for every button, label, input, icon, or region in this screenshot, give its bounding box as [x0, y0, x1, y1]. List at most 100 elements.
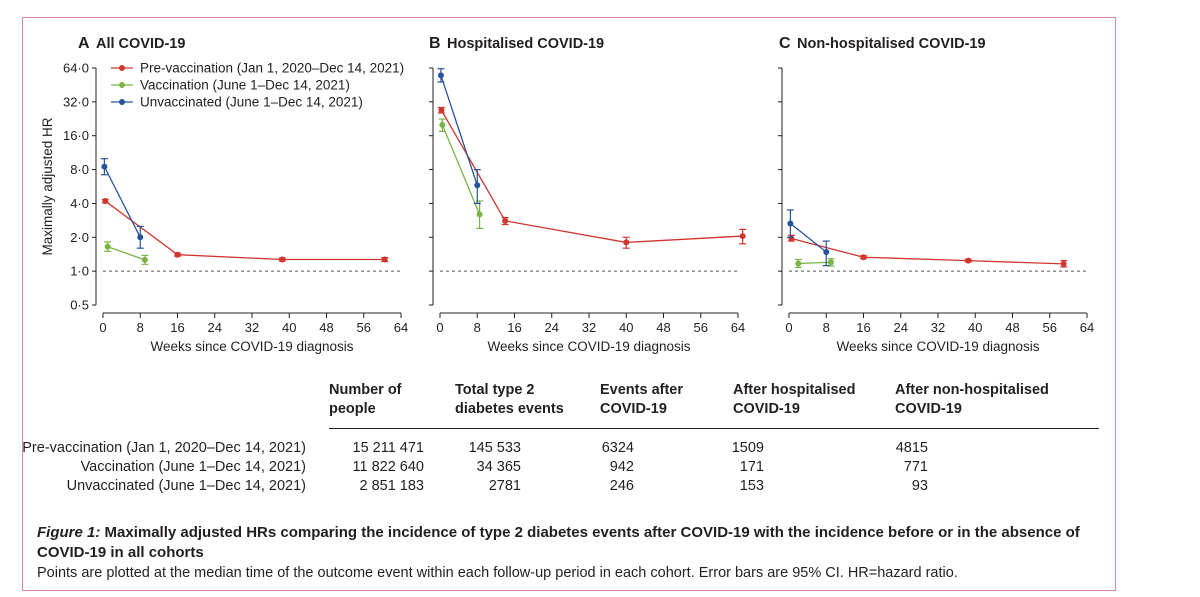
- x-tick-label: 16: [856, 320, 870, 335]
- header-after-hospitalised: After hospitalised COVID-19: [733, 382, 856, 417]
- series-line-pre-vaccination: [104, 200, 385, 261]
- series-line-unvaccinated: [440, 75, 478, 186]
- y-tick-label: 8·0: [70, 162, 89, 177]
- series-line-pre-vaccination: [791, 237, 1064, 265]
- data-point: [827, 259, 834, 266]
- x-tick-label: 48: [319, 320, 333, 335]
- x-tick-label: 56: [1043, 320, 1057, 335]
- data-point: [439, 121, 446, 128]
- panel-A-title: All COVID-19: [96, 36, 185, 52]
- x-tick-label: 64: [394, 320, 408, 335]
- panel-B-title: Hospitalised COVID-19: [447, 36, 604, 52]
- panel-C-title: Non-hospitalised COVID-19: [797, 36, 986, 52]
- y-tick-label: 1·0: [70, 264, 89, 279]
- table-cell: 942: [609, 459, 634, 475]
- data-point: [104, 243, 111, 250]
- data-point: [788, 235, 795, 242]
- x-tick-label: 0: [436, 320, 443, 335]
- x-tick-label: 40: [619, 320, 633, 335]
- data-point: [739, 233, 746, 240]
- figure-frame: [22, 17, 1116, 591]
- y-tick-label: 4·0: [70, 196, 89, 211]
- x-tick-label: 64: [1080, 320, 1094, 335]
- table-cell: 2781: [488, 478, 521, 494]
- data-point: [141, 256, 148, 263]
- data-point: [474, 182, 481, 189]
- panel-C-letter: C: [779, 35, 791, 52]
- x-tick-label: 24: [545, 320, 559, 335]
- series-line-vaccination: [798, 261, 831, 265]
- table-row-label: Pre-vaccination (Jan 1, 2020–Dec 14, 202…: [22, 440, 306, 456]
- table-rule: [329, 428, 1099, 429]
- series-line-vaccination: [441, 124, 481, 215]
- table-cell: 15 211 471: [352, 440, 425, 456]
- y-tick-label: 2·0: [70, 230, 89, 245]
- y-axis-label: Maximally adjusted HR: [40, 117, 55, 255]
- data-point: [502, 217, 509, 224]
- series-line-unvaccinated: [789, 223, 827, 253]
- x-tick-label: 56: [694, 320, 708, 335]
- y-tick-label: 64·0: [63, 61, 89, 76]
- data-point: [795, 260, 802, 267]
- data-point: [279, 256, 286, 263]
- legend-label: Pre-vaccination (Jan 1, 2020–Dec 14, 202…: [140, 61, 404, 76]
- legend-label: Unvaccinated (June 1–Dec 14, 2021): [140, 95, 363, 110]
- data-point: [174, 251, 181, 258]
- data-point: [787, 220, 794, 227]
- table-cell: 4815: [895, 440, 928, 456]
- x-tick-label: 0: [99, 320, 106, 335]
- y-tick-label: 0·5: [70, 298, 89, 313]
- data-point: [137, 234, 144, 241]
- table-cell: 171: [739, 459, 764, 475]
- table-cell: 6324: [601, 440, 634, 456]
- x-axis-label: Weeks since COVID-19 diagnosis: [150, 339, 353, 354]
- data-point: [381, 256, 388, 263]
- table-cell: 771: [903, 459, 928, 475]
- table-cell: 34 365: [476, 459, 521, 475]
- data-point: [438, 107, 445, 114]
- x-tick-label: 32: [582, 320, 596, 335]
- figure-caption: Figure 1: Maximally adjusted HRs compari…: [37, 523, 1102, 583]
- table-row-label: Unvaccinated (June 1–Dec 14, 2021): [66, 478, 306, 494]
- table-cell: 1509: [731, 440, 764, 456]
- x-tick-label: 16: [170, 320, 184, 335]
- x-tick-label: 64: [731, 320, 745, 335]
- data-point: [965, 257, 972, 264]
- data-point: [860, 254, 867, 261]
- table-cell: 145 533: [468, 440, 521, 456]
- header-total-events: Total type 2 diabetes events: [455, 382, 564, 417]
- x-tick-label: 32: [931, 320, 945, 335]
- caption-title: Maximally adjusted HRs comparing the inc…: [37, 524, 1080, 561]
- data-point: [823, 248, 830, 255]
- header-events-after: Events after COVID-19: [600, 382, 684, 417]
- x-tick-label: 8: [823, 320, 830, 335]
- table-cell: 11 822 640: [352, 459, 425, 475]
- x-axis-label: Weeks since COVID-19 diagnosis: [836, 339, 1039, 354]
- table-cell: 246: [609, 478, 634, 494]
- legend-label: Vaccination (June 1–Dec 14, 2021): [140, 78, 350, 93]
- table-cell: 153: [739, 478, 764, 494]
- x-tick-label: 24: [894, 320, 908, 335]
- panel-B-letter: B: [429, 35, 441, 52]
- data-point: [101, 163, 108, 170]
- x-tick-label: 0: [785, 320, 792, 335]
- data-point: [102, 198, 109, 205]
- x-axis-label: Weeks since COVID-19 diagnosis: [487, 339, 690, 354]
- x-tick-label: 8: [137, 320, 144, 335]
- x-tick-label: 8: [474, 320, 481, 335]
- x-tick-label: 48: [1005, 320, 1019, 335]
- series-line-unvaccinated: [103, 166, 141, 238]
- x-tick-label: 32: [245, 320, 259, 335]
- y-tick-label: 32·0: [63, 94, 89, 109]
- data-point: [623, 239, 630, 246]
- x-tick-label: 24: [208, 320, 222, 335]
- legend-marker: [119, 99, 125, 105]
- y-tick-label: 16·0: [63, 128, 89, 143]
- legend-marker: [119, 65, 125, 71]
- table-cell: 93: [911, 478, 928, 494]
- x-tick-label: 56: [357, 320, 371, 335]
- x-tick-label: 16: [507, 320, 521, 335]
- x-tick-label: 40: [968, 320, 982, 335]
- table-row-label: Vaccination (June 1–Dec 14, 2021): [80, 459, 306, 475]
- table-cell: 2 851 183: [359, 478, 424, 494]
